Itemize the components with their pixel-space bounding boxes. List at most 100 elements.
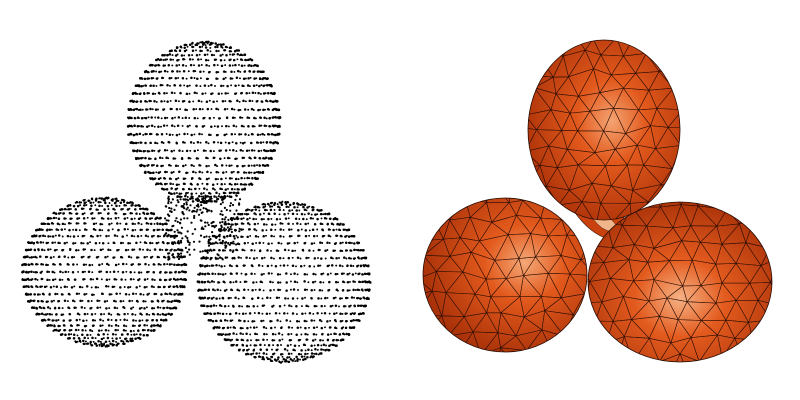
mesh-triangle (472, 33, 493, 58)
cloud-point (124, 213, 127, 215)
cloud-point (325, 344, 327, 347)
cloud-point (169, 164, 172, 167)
cloud-point (140, 207, 143, 210)
cloud-point (276, 100, 279, 103)
cloud-point (282, 264, 286, 267)
cloud-point (197, 273, 199, 276)
mesh-triangle (694, 127, 710, 150)
cloud-point (181, 211, 184, 215)
cloud-point (223, 326, 226, 329)
cloud-point (36, 278, 39, 281)
cloud-point (289, 357, 293, 361)
cloud-point (229, 225, 232, 228)
cloud-point (203, 53, 207, 57)
cloud-point (334, 304, 338, 307)
cloud-point (79, 340, 82, 343)
cloud-point (365, 265, 368, 267)
cloud-point (36, 293, 40, 296)
cloud-point (290, 228, 293, 231)
cloud-point (206, 107, 210, 111)
cloud-point (180, 255, 183, 258)
cloud-point (313, 265, 316, 268)
cloud-point (144, 234, 148, 238)
cloud-point (153, 222, 156, 225)
cloud-point (230, 187, 234, 191)
cloud-point (260, 257, 264, 260)
cloud-point (293, 344, 297, 348)
cloud-point (210, 297, 214, 300)
cloud-point (266, 357, 270, 361)
cloud-point (51, 241, 54, 245)
cloud-point (262, 212, 265, 215)
cloud-point (221, 213, 224, 216)
cloud-point (153, 263, 156, 266)
mesh-triangle (779, 298, 800, 315)
cloud-point (205, 201, 208, 204)
cloud-point (218, 326, 221, 329)
cloud-point (199, 70, 202, 74)
cloud-point (104, 201, 107, 205)
cloud-point (42, 241, 45, 244)
cloud-point (152, 324, 156, 327)
cloud-point (206, 208, 209, 211)
cloud-point (276, 348, 279, 351)
cloud-point (361, 312, 364, 315)
cloud-point (295, 320, 299, 323)
cloud-point (133, 324, 136, 327)
cloud-point (279, 320, 282, 323)
cloud-point (34, 249, 37, 252)
cloud-point (319, 241, 322, 244)
cloud-point (158, 217, 161, 220)
cloud-point (197, 99, 201, 103)
cloud-point (279, 234, 282, 238)
cloud-point (350, 257, 352, 260)
mesh-triangle (794, 381, 800, 400)
cloud-point (254, 156, 257, 159)
cloud-point (228, 264, 232, 267)
cloud-point (28, 279, 31, 281)
cloud-point (292, 203, 295, 206)
cloud-point (255, 281, 258, 284)
cloud-point (213, 195, 216, 198)
cloud-point (70, 217, 73, 220)
cloud-point (217, 92, 221, 95)
mesh-triangle (752, 203, 772, 223)
cloud-point (148, 77, 151, 80)
cloud-point (250, 64, 253, 68)
cloud-point (184, 278, 187, 281)
cloud-point (179, 84, 182, 87)
cloud-point (77, 222, 80, 225)
cloud-point (144, 171, 147, 174)
cloud-point (310, 289, 313, 292)
cloud-point (303, 273, 307, 276)
cloud-point (216, 257, 219, 260)
cloud-point (360, 249, 363, 252)
cloud-point (133, 248, 136, 251)
cloud-point (302, 249, 305, 252)
mesh-triangle (658, 353, 681, 362)
cloud-point (215, 70, 218, 74)
cloud-point (264, 108, 266, 111)
cloud-point (245, 209, 248, 212)
cloud-point (234, 296, 237, 300)
cloud-point (322, 348, 325, 351)
cloud-point (229, 234, 232, 238)
cloud-point (149, 64, 152, 67)
cloud-point (202, 70, 205, 73)
cloud-point (133, 125, 136, 128)
cloud-point (263, 358, 266, 361)
cloud-point (184, 194, 187, 197)
cloud-point (271, 205, 274, 208)
cloud-point (122, 329, 126, 332)
cloud-point (46, 255, 49, 258)
cloud-point (91, 330, 94, 333)
cloud-point (302, 205, 305, 208)
cloud-point (178, 70, 181, 73)
cloud-point (102, 217, 105, 220)
cloud-point (215, 58, 218, 61)
cloud-point (257, 91, 260, 95)
cloud-point (308, 265, 311, 268)
cloud-point (134, 141, 138, 145)
cloud-point (208, 198, 211, 201)
cloud-point (124, 292, 128, 296)
